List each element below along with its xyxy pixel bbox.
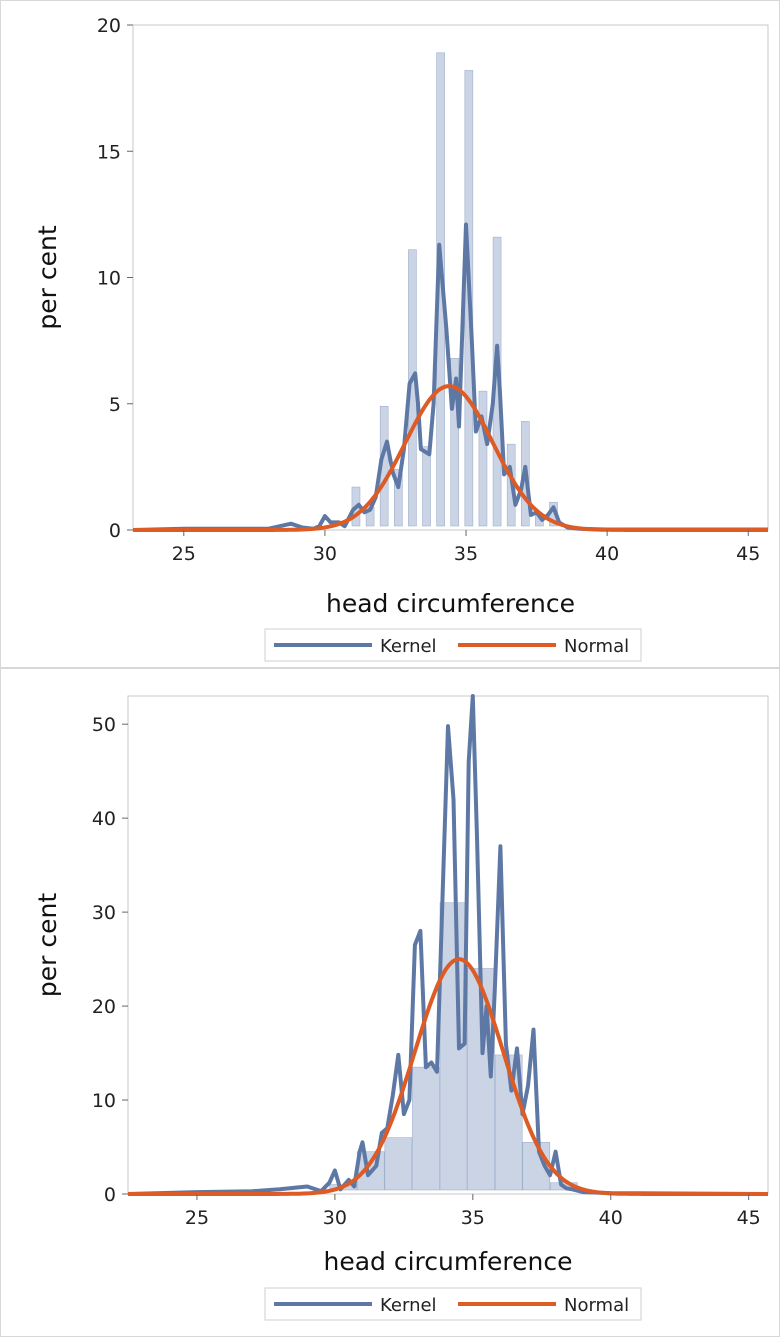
- x-axis-title: head circumference: [324, 1247, 573, 1276]
- x-tick-label: 35: [461, 1207, 485, 1229]
- chart-panel-top: 0 5 10 15 20 25 30 35 40 45 head circumference per …: [0, 0, 780, 668]
- legend-kernel-label: Kernel: [380, 1295, 437, 1316]
- histogram-bar: [422, 446, 431, 527]
- y-tick-label: 40: [92, 808, 116, 830]
- x-tick-label: 30: [313, 543, 337, 565]
- legend: Kernel Normal: [264, 628, 642, 662]
- y-tick-label: 10: [97, 268, 121, 290]
- chart-svg-top: 0 5 10 15 20 25 30 35 40 45 head circumference per …: [0, 0, 780, 668]
- legend-normal-label: Normal: [564, 1295, 629, 1316]
- y-tick-label: 30: [92, 902, 116, 924]
- x-tick-label: 25: [172, 543, 196, 565]
- y-tick-label: 0: [104, 1184, 116, 1206]
- x-tick-label: 40: [599, 1207, 623, 1229]
- y-axis-title: per cent: [33, 225, 62, 329]
- legend: Kernel Normal: [264, 1287, 642, 1321]
- x-tick-label: 25: [185, 1207, 209, 1229]
- y-tick-label: 5: [109, 394, 121, 416]
- x-tick-label: 40: [595, 543, 619, 565]
- y-tick-label: 20: [92, 996, 116, 1018]
- histogram-bar: [393, 469, 403, 527]
- x-tick-label: 45: [737, 1207, 761, 1229]
- x-axis-title: head circumference: [326, 589, 575, 618]
- histogram-bar: [478, 390, 488, 527]
- histogram-bar: [450, 357, 460, 527]
- x-tick-label: 35: [454, 543, 478, 565]
- y-tick-label: 0: [109, 520, 121, 542]
- x-tick-label: 30: [323, 1207, 347, 1229]
- normal-density-curve: [133, 384, 768, 532]
- y-tick-label: 10: [92, 1090, 116, 1112]
- x-tick-label: 45: [736, 543, 760, 565]
- legend-kernel-label: Kernel: [380, 636, 437, 657]
- normal-density-curve: [128, 957, 768, 1196]
- y-tick-label: 50: [92, 714, 116, 736]
- chart-svg-bottom: 0 10 20 30 40 50 25 30 35 40 45 head circumference p…: [0, 668, 780, 1337]
- legend-normal-label: Normal: [564, 636, 629, 657]
- y-axis-title: per cent: [33, 893, 62, 997]
- kernel-density-line: [132, 222, 768, 532]
- histogram-bar: [384, 1137, 413, 1191]
- y-tick-label: 15: [97, 141, 121, 163]
- y-tick-label: 20: [97, 15, 121, 37]
- chart-panel-bottom: 0 10 20 30 40 50 25 30 35 40 45 head circumference p…: [0, 668, 780, 1337]
- histogram-bar: [412, 1066, 440, 1191]
